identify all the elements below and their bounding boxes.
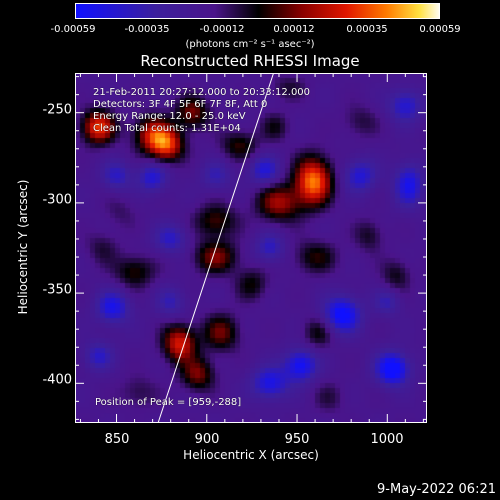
time-range-annotation: 21-Feb-2011 20:27:12.000 to 20:33:12.000	[93, 87, 311, 98]
x-tick-label: 850	[104, 432, 130, 447]
colorbar-tick: -0.00059	[50, 24, 96, 35]
solar-limb-line	[157, 73, 275, 423]
colorbar-tick: -0.00035	[124, 24, 170, 35]
plot-overlay	[75, 73, 427, 423]
colorbar-tick: 0.00012	[273, 24, 315, 35]
colorbar-units: (photons cm⁻² s⁻¹ asec⁻²)	[185, 39, 315, 50]
y-tick-label: -350	[42, 282, 72, 298]
y-tick-label: -300	[42, 192, 72, 208]
clean-annotation: Clean Total counts: 1.31E+04	[93, 123, 241, 134]
colorbar-tick: 0.00035	[346, 24, 388, 35]
x-tick-label: 1000	[370, 432, 404, 447]
colorbar-tick: 0.00059	[419, 24, 461, 35]
y-tick-label: -250	[42, 102, 72, 118]
colorbar	[75, 3, 440, 19]
detectors-annotation: Detectors: 3F 4F 5F 6F 7F 8F, Att 0	[93, 99, 268, 110]
plot-area: 21-Feb-2011 20:27:12.000 to 20:33:12.000…	[75, 73, 427, 423]
x-axis-label: Heliocentric X (arcsec)	[183, 448, 319, 462]
y-tick-label: -400	[42, 372, 72, 388]
chart-title: Reconstructed RHESSI Image	[140, 52, 360, 70]
timestamp: 9-May-2022 06:21	[377, 482, 496, 497]
x-tick-label: 950	[284, 432, 310, 447]
plot-frame	[75, 73, 427, 423]
colorbar-tick: -0.00012	[199, 24, 245, 35]
y-axis-label: Heliocentric Y (arcsec)	[16, 179, 30, 315]
heatmap-image	[75, 73, 427, 423]
x-tick-label: 900	[194, 432, 220, 447]
peak-position-annotation: Position of Peak = [959,-288]	[95, 397, 242, 408]
energy-annotation: Energy Range: 12.0 - 25.0 keV	[93, 111, 246, 122]
